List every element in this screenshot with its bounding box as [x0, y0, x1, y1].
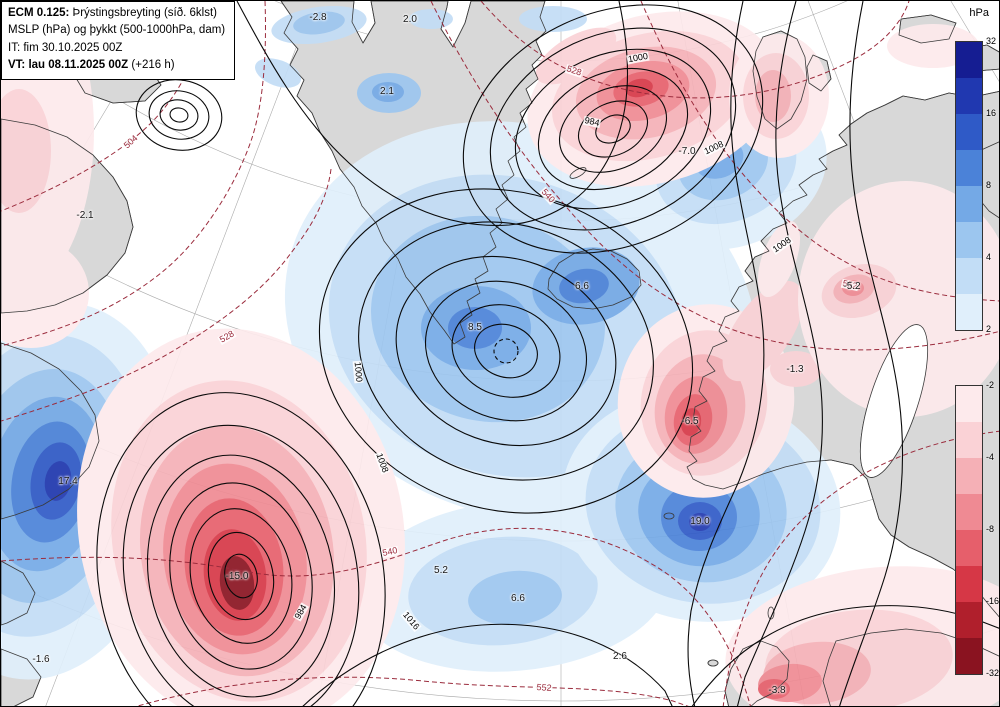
- legend-tick: 2: [986, 324, 992, 334]
- legend-color-cell: [956, 222, 982, 258]
- legend-bar-rise: [955, 41, 983, 331]
- legend-tick: -8: [986, 524, 995, 534]
- legend-color-cell: [956, 638, 982, 674]
- init-time: IT: fim 30.10.2025 00Z: [8, 41, 123, 54]
- legend-color-cell: [956, 602, 982, 638]
- model-name: ECM 0.125:: [8, 7, 70, 19]
- legend-color-cell: [956, 78, 982, 114]
- legend-bar-fall: [955, 385, 983, 675]
- legend-color-cell: [956, 422, 982, 458]
- legend-color-cell: [956, 42, 982, 78]
- legend-color-cell: [956, 294, 982, 330]
- legend: hPa 32 16 8 4 2 -2 -4 -8 -16 -32: [951, 1, 1000, 706]
- valid-time: VT: lau 08.11.2025 00Z (+216 h): [8, 57, 225, 74]
- product-title: ECM 0.125: Þrýstingsbreyting (síð. 6klst…: [8, 5, 225, 22]
- info-box: ECM 0.125: Þrýstingsbreyting (síð. 6klst…: [1, 1, 236, 80]
- legend-color-cell: [956, 530, 982, 566]
- legend-tick: 4: [986, 252, 992, 262]
- legend-tick: -32: [986, 668, 1000, 678]
- forecast-lead: (+216 h): [128, 58, 175, 71]
- legend-color-cell: [956, 258, 982, 294]
- legend-tick: 32: [986, 36, 997, 46]
- legend-color-cell: [956, 150, 982, 186]
- field-description: MSLP (hPa) og þykkt (500-1000hPa, dam): [8, 24, 226, 37]
- product-name: Þrýstingsbreyting (síð. 6klst): [69, 7, 217, 19]
- legend-color-cell: [956, 566, 982, 602]
- legend-color-cell: [956, 494, 982, 530]
- legend-tick: -2: [986, 380, 995, 390]
- isobar-contours: [96, 1, 999, 706]
- legend-tick: 16: [986, 108, 997, 118]
- legend-tick: 8: [986, 180, 992, 190]
- legend-unit-label: hPa: [969, 7, 989, 19]
- legend-color-cell: [956, 386, 982, 422]
- legend-tick: -4: [986, 452, 995, 462]
- legend-color-cell: [956, 458, 982, 494]
- legend-tick: -16: [986, 596, 1000, 606]
- valid-time-bold: VT: lau 08.11.2025 00Z: [8, 58, 129, 71]
- legend-color-cell: [956, 186, 982, 222]
- legend-color-cell: [956, 114, 982, 150]
